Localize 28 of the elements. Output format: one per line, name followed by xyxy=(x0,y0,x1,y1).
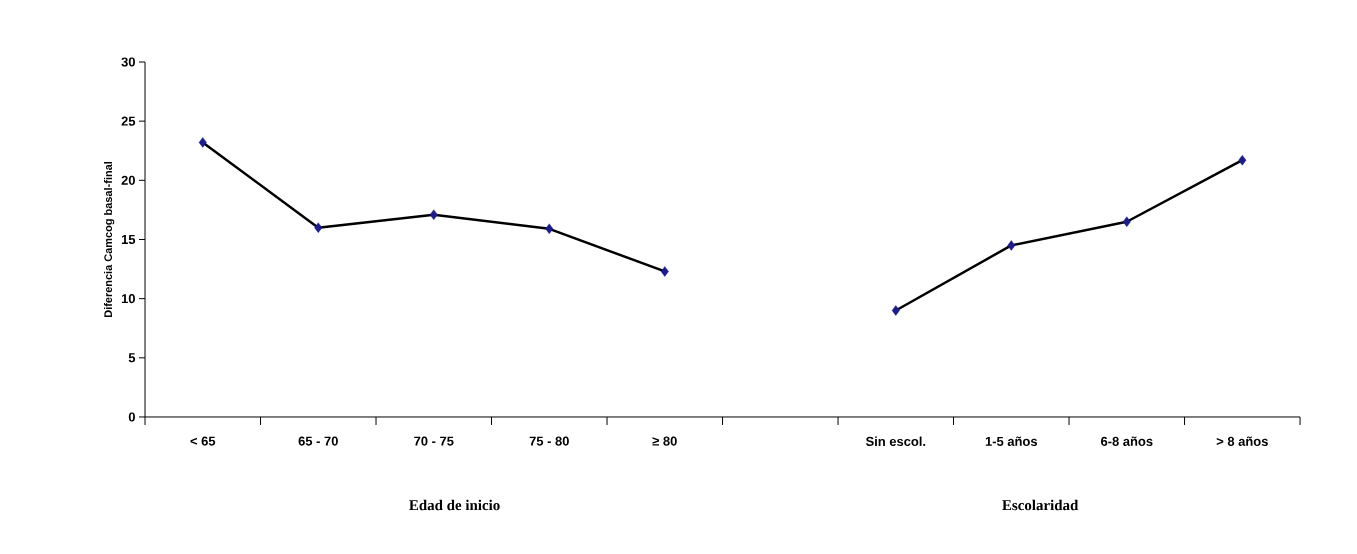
point xyxy=(660,266,669,277)
y-tick-label: 15 xyxy=(121,234,136,244)
x-tick-label: < 65 xyxy=(190,436,216,446)
x-tick-label: Sin escol. xyxy=(865,436,926,447)
x-tick-label: 75 - 80 xyxy=(529,436,569,446)
point xyxy=(891,305,900,316)
point xyxy=(429,209,438,220)
text: Escolaridad xyxy=(1002,499,1079,511)
y-axis-title: Diferencia Camcog basal-final xyxy=(103,162,115,318)
text: Edad de inicio xyxy=(409,499,500,511)
x-tick-label: 70 - 75 xyxy=(414,436,454,446)
point xyxy=(1238,155,1247,166)
y-tick-label: 0 xyxy=(128,412,135,422)
point xyxy=(545,223,554,235)
y-tick-label: 25 xyxy=(121,116,136,126)
y-tick-label: 20 xyxy=(121,175,135,185)
y-tick-label: 10 xyxy=(121,294,135,304)
x-tick-label: 6-8 años xyxy=(1100,436,1153,446)
point xyxy=(198,137,207,148)
y-tick-label: 5 xyxy=(128,353,136,363)
x-tick-label: ≥ 80 xyxy=(652,436,677,446)
x-tick-label: 1-5 años xyxy=(985,436,1038,446)
point xyxy=(1122,216,1131,227)
x-tick-label: 65 - 70 xyxy=(298,436,338,446)
x-tick-label: > 8 años xyxy=(1216,436,1268,446)
point xyxy=(1007,240,1016,251)
y-tick-label: 30 xyxy=(121,57,135,67)
point xyxy=(314,222,323,233)
